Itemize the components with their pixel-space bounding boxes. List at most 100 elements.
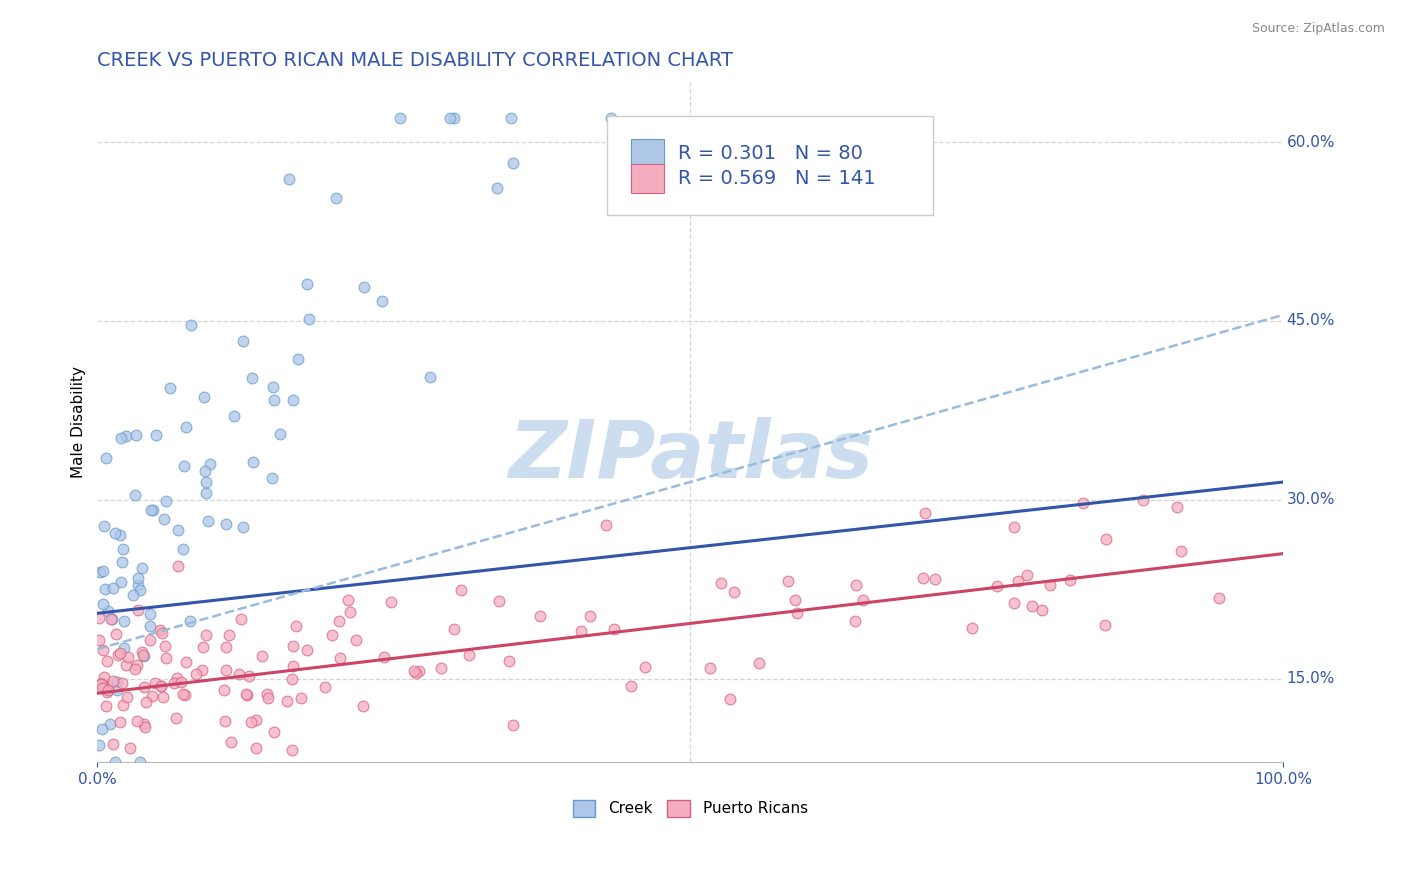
Point [89,565,111,579]
Point [174,420,197,434]
Point [569,624,592,638]
Point [239,715,262,730]
Point [127,714,149,728]
Point [1031,603,1053,617]
Point [280,672,302,686]
Text: ZIPatlas: ZIPatlas [508,417,873,495]
Text: R = 0.569   N = 141: R = 0.569 N = 141 [678,169,876,187]
Point [193,390,215,404]
Point [295,277,318,291]
Point [1094,532,1116,546]
Point [215,663,238,677]
Point [96,698,118,713]
Point [620,679,643,693]
Point [141,503,163,517]
Point [149,623,172,637]
Point [91,597,114,611]
Point [352,698,374,713]
Text: 15.0%: 15.0% [1286,672,1334,687]
Point [114,657,136,672]
Point [986,579,1008,593]
Point [150,679,173,693]
Point [98,716,121,731]
Point [579,609,602,624]
Point [131,561,153,575]
Point [141,690,163,704]
Point [180,318,202,333]
Point [783,593,806,607]
Point [231,612,253,626]
Point [1166,500,1188,514]
Point [276,694,298,708]
Point [131,644,153,658]
Point [198,457,221,471]
Point [150,679,173,693]
Point [250,648,273,663]
Point [501,111,523,125]
Point [139,607,162,621]
Point [419,370,441,384]
Point [353,280,375,294]
Point [634,660,657,674]
Point [124,662,146,676]
Point [155,651,177,665]
Point [232,519,254,533]
Point [776,574,799,588]
Point [121,588,143,602]
Point [214,683,236,698]
Point [439,111,461,125]
Point [287,352,309,367]
Text: 45.0%: 45.0% [1286,313,1334,328]
Point [1007,574,1029,588]
Point [127,570,149,584]
Point [240,371,263,385]
Point [215,640,238,654]
Point [297,642,319,657]
Point [132,717,155,731]
Point [748,657,770,671]
Point [107,648,129,662]
Point [408,664,430,678]
Point [914,507,936,521]
Point [1208,591,1230,605]
Point [114,428,136,442]
Point [388,111,411,125]
Point [127,603,149,617]
Point [143,676,166,690]
Point [232,334,254,349]
Point [112,614,135,628]
Point [485,180,508,194]
Point [174,655,197,669]
Point [844,614,866,628]
Point [107,683,129,698]
Point [96,685,118,699]
FancyBboxPatch shape [607,116,934,215]
Point [238,669,260,683]
Point [488,594,510,608]
Point [329,651,352,665]
Point [194,486,217,500]
FancyBboxPatch shape [631,164,664,193]
Text: R = 0.301   N = 80: R = 0.301 N = 80 [678,144,863,162]
Point [245,740,267,755]
Point [87,632,110,647]
Point [155,494,177,508]
Point [152,690,174,704]
Point [218,628,240,642]
Point [135,695,157,709]
Point [443,622,465,636]
Point [108,527,131,541]
Point [284,619,307,633]
Point [1132,493,1154,508]
Point [1002,597,1025,611]
Point [962,621,984,635]
Point [402,664,425,678]
Point [129,756,152,770]
Point [186,666,208,681]
Point [127,578,149,592]
Point [195,628,218,642]
Point [336,593,359,607]
Point [134,720,156,734]
Point [101,581,124,595]
Point [150,625,173,640]
